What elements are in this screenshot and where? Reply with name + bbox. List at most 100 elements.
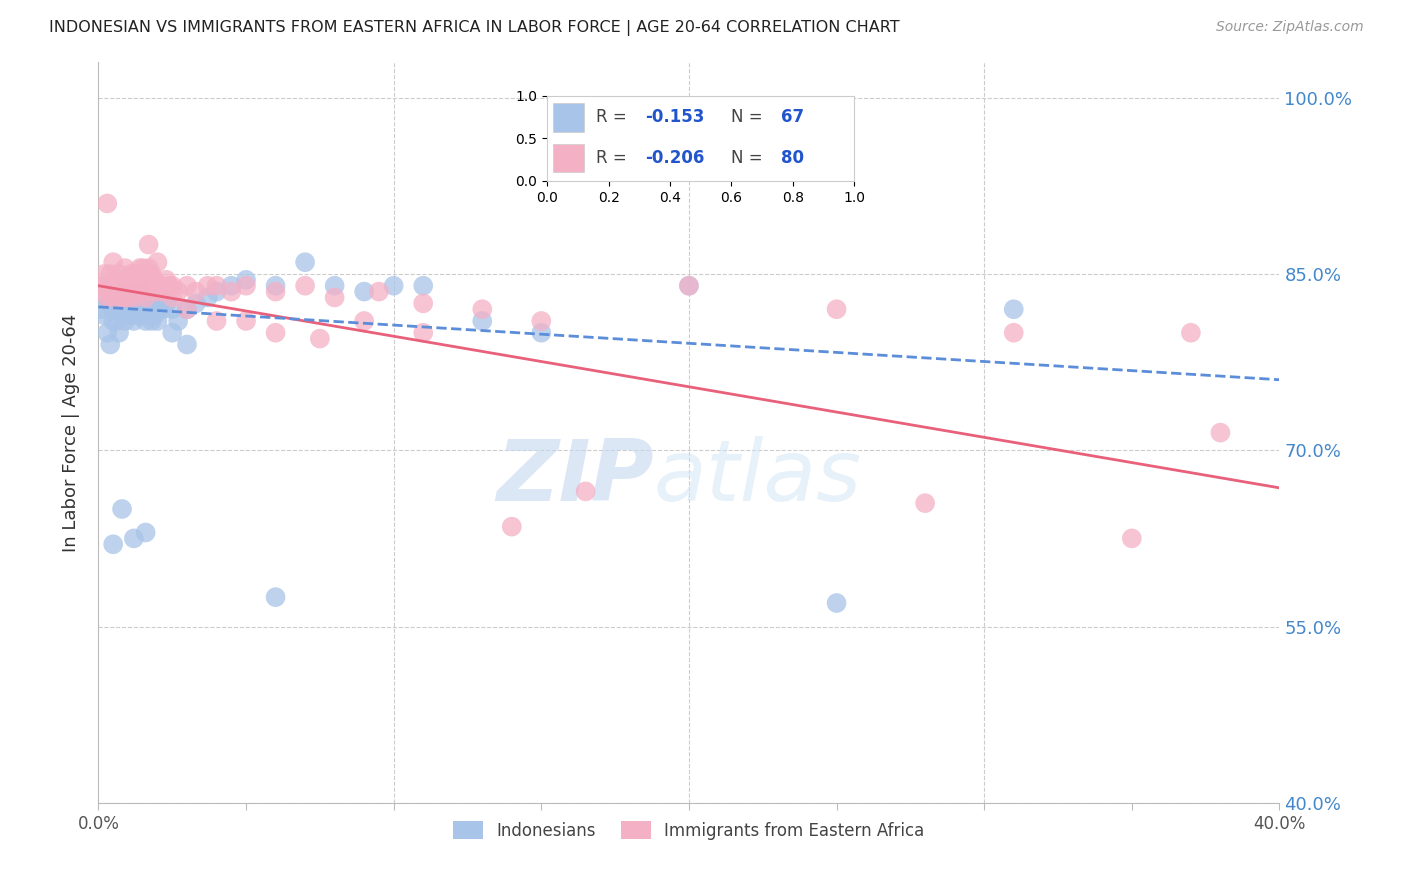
Point [162,302,183,317]
Point [412,278,434,293]
Point [125,285,148,299]
Point [197,278,219,293]
Point [184,285,207,299]
Point [103,537,125,551]
Point [120,267,142,281]
Legend: Indonesians, Immigrants from Eastern Africa: Indonesians, Immigrants from Eastern Afr… [447,814,931,847]
Point [114,285,136,299]
Point [138,261,160,276]
Point [184,296,207,310]
Point [197,290,219,304]
Point [135,302,157,317]
Point [294,278,316,293]
Point [120,308,142,322]
Point [111,290,134,304]
Point [117,290,139,304]
Point [323,290,346,304]
Point [135,314,157,328]
Point [128,302,150,317]
Point [575,484,598,499]
Point [162,326,183,340]
Point [205,314,228,328]
Point [108,267,131,281]
Point [132,261,155,276]
Point [141,267,163,281]
Point [176,278,198,293]
Point [103,314,125,328]
Point [98,278,121,293]
Point [93,308,115,322]
Point [825,596,848,610]
Point [122,290,145,304]
Point [412,296,434,310]
Point [114,261,136,276]
Point [412,326,434,340]
Point [914,496,936,510]
Point [143,273,166,287]
Point [103,278,125,293]
Point [149,278,172,293]
Point [117,296,139,310]
Point [471,314,494,328]
Point [155,273,177,287]
Point [122,267,145,281]
Point [122,532,145,546]
Point [138,237,160,252]
Point [382,278,405,293]
Point [530,326,553,340]
Point [294,255,316,269]
Point [143,308,166,322]
Point [176,302,198,317]
Point [103,290,125,304]
Point [111,502,134,516]
Point [205,278,228,293]
Point [167,314,190,328]
Point [132,308,155,322]
Point [117,302,139,317]
Point [678,278,700,293]
Point [96,290,118,304]
Point [96,196,118,211]
Point [120,290,142,304]
Point [135,290,157,304]
Point [205,285,228,299]
Point [105,285,128,299]
Point [114,273,136,287]
Point [122,302,145,317]
Point [103,255,125,269]
Point [90,278,112,293]
Point [111,308,134,322]
Point [111,278,134,293]
Point [90,302,112,317]
Point [135,285,157,299]
Point [120,278,142,293]
Point [221,285,243,299]
Point [501,519,523,533]
Point [105,314,128,328]
Point [149,296,172,310]
Point [125,273,148,287]
Text: INDONESIAN VS IMMIGRANTS FROM EASTERN AFRICA IN LABOR FORCE | AGE 20-64 CORRELAT: INDONESIAN VS IMMIGRANTS FROM EASTERN AF… [49,20,900,36]
Point [353,314,375,328]
Point [128,273,150,287]
Point [105,290,128,304]
Point [1209,425,1232,440]
Point [264,278,287,293]
Point [1180,326,1202,340]
Point [103,302,125,317]
Point [152,285,174,299]
Point [135,273,157,287]
Point [235,273,257,287]
Point [146,302,169,317]
Point [138,308,160,322]
Point [825,302,848,317]
Point [98,296,121,310]
Point [98,337,121,351]
Text: ZIP: ZIP [496,435,654,518]
Point [111,296,134,310]
Point [143,296,166,310]
Point [114,314,136,328]
Point [108,278,131,293]
Point [162,278,183,293]
Point [141,314,163,328]
